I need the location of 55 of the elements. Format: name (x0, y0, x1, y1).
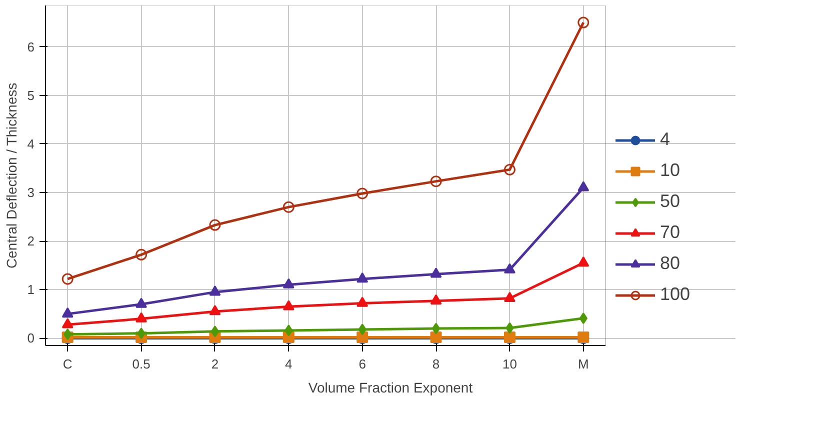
point (62, 273, 74, 285)
point (506, 322, 514, 334)
x-tick-label: 2 (211, 356, 219, 372)
y-tick-label: 6 (27, 39, 35, 54)
x-tick-label: 10 (502, 356, 517, 372)
point (356, 188, 368, 200)
point (432, 322, 440, 334)
point (137, 328, 146, 340)
point (579, 312, 588, 324)
point (62, 318, 74, 328)
x-tick-label: M (578, 356, 589, 372)
y-tick-label: 4 (27, 136, 35, 152)
point (578, 16, 590, 28)
legend-label: 100 (660, 284, 690, 305)
point (209, 219, 221, 231)
y-tick-label: 0 (27, 330, 35, 346)
point (356, 296, 368, 307)
x-axis-title: Volume Fraction Exponent (308, 380, 473, 396)
point (210, 326, 220, 338)
point (504, 292, 516, 302)
point (209, 286, 221, 296)
point (209, 304, 221, 316)
point (282, 201, 294, 213)
y-tick-label: 5 (27, 88, 35, 103)
point (136, 298, 148, 308)
point (356, 272, 368, 283)
legend-label: 4 (660, 129, 672, 150)
point (62, 307, 74, 318)
point (504, 164, 516, 176)
y-tick-label: 1 (27, 282, 35, 298)
point (430, 176, 442, 188)
point (358, 324, 366, 336)
x-tick-label: 0.5 (132, 356, 150, 372)
point (578, 181, 590, 192)
point (64, 328, 72, 340)
point (430, 294, 442, 304)
x-tick-label: 6 (358, 356, 366, 372)
point (282, 300, 294, 310)
y-tick-label: 2 (27, 234, 35, 249)
point (430, 268, 442, 278)
point (136, 248, 148, 260)
y-axis-title: Central Deflection / Thickness (3, 82, 20, 268)
point (578, 256, 590, 267)
x-tick-label: 8 (432, 356, 440, 372)
legend-label: 10 (660, 160, 680, 181)
point (284, 324, 293, 336)
x-tick-label: C (62, 356, 72, 372)
point (282, 278, 294, 288)
legend-label: 50 (660, 191, 680, 212)
x-tick-label: 4 (285, 356, 292, 372)
point (136, 312, 148, 322)
point (504, 263, 516, 274)
y-tick-label: 3 (27, 185, 35, 200)
legend-label: 80 (660, 253, 680, 274)
legend-label: 70 (660, 222, 680, 243)
